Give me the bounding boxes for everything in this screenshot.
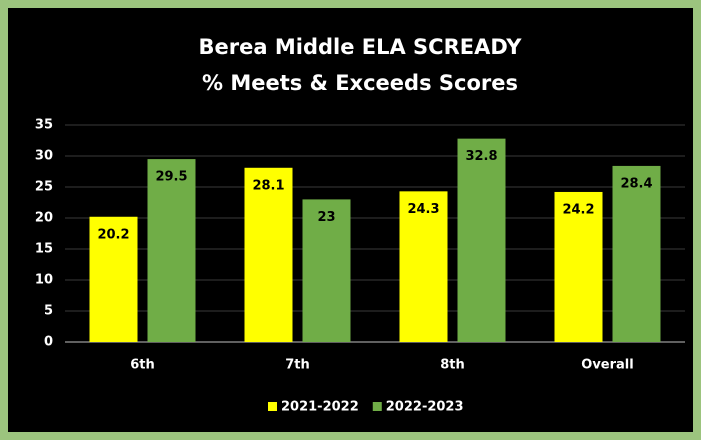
chart-title: % Meets & Exceeds Scores: [202, 71, 518, 95]
data-label: 28.4: [620, 176, 652, 191]
bar: [89, 216, 138, 342]
bar: [399, 191, 448, 342]
data-label: 23: [317, 210, 335, 225]
data-label: 29.5: [155, 170, 187, 185]
bar: [612, 165, 661, 342]
data-label: 24.3: [407, 202, 439, 217]
y-tick-label: 20: [35, 211, 53, 226]
x-tick-label: 6th: [130, 358, 155, 373]
y-tick-label: 15: [35, 242, 53, 257]
bar: [457, 138, 506, 342]
data-label: 32.8: [465, 149, 497, 164]
x-tick-label: 7th: [285, 358, 310, 373]
bar: [302, 199, 351, 342]
y-tick-label: 0: [44, 335, 53, 350]
y-tick-label: 35: [35, 118, 53, 133]
legend-swatch: [268, 402, 277, 411]
data-label: 28.1: [252, 178, 284, 193]
y-tick-label: 5: [44, 304, 53, 319]
y-tick-label: 10: [35, 273, 53, 288]
y-tick-label: 30: [35, 149, 53, 164]
bar: [554, 191, 603, 342]
x-tick-label: 8th: [440, 358, 465, 373]
data-label: 24.2: [562, 202, 594, 217]
bar: [147, 159, 196, 342]
legend-swatch: [372, 402, 382, 411]
bar: [244, 167, 293, 342]
chart-title: Berea Middle ELA SCREADY: [199, 35, 523, 59]
legend-label: 2021-2022: [281, 400, 359, 415]
y-tick-label: 25: [35, 180, 53, 195]
x-tick-label: Overall: [581, 358, 633, 373]
legend-label: 2022-2023: [386, 400, 464, 415]
data-label: 20.2: [97, 227, 129, 242]
